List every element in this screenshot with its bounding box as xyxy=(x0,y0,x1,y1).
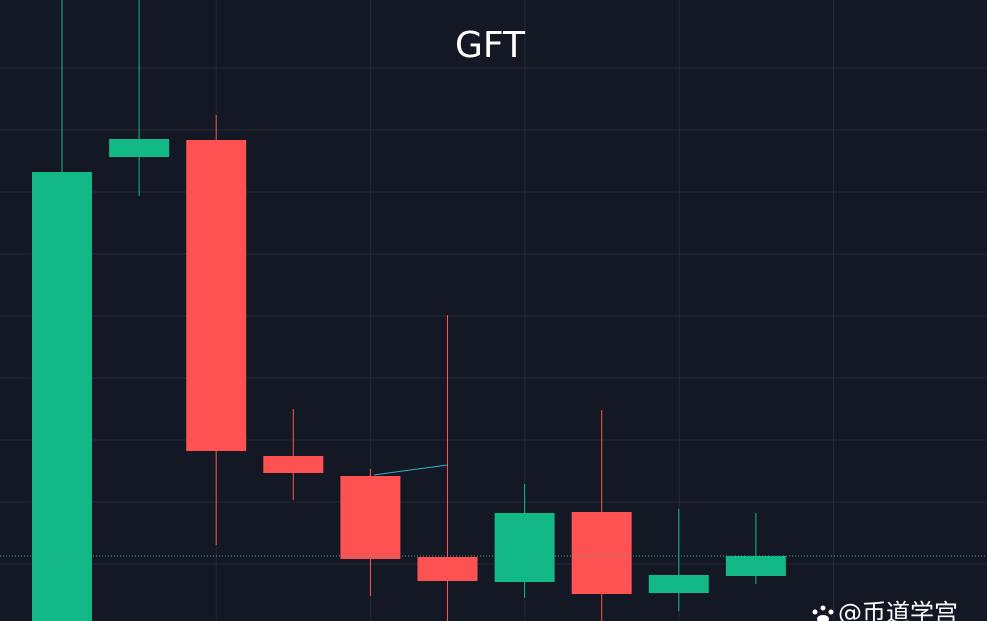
candle-body xyxy=(571,512,632,594)
candle-body xyxy=(32,172,92,621)
watermark: @币道学宫 xyxy=(838,599,958,621)
chart-title: GFT xyxy=(455,25,526,66)
candle-body xyxy=(186,140,247,451)
candle-body xyxy=(340,476,401,559)
candle-body xyxy=(648,575,709,593)
candle-body xyxy=(263,456,324,473)
indicator-line xyxy=(373,464,449,476)
candles xyxy=(32,0,786,621)
candle-body xyxy=(725,556,786,576)
candle-body xyxy=(417,557,478,581)
candle-body xyxy=(494,513,555,582)
watermark-icon xyxy=(812,605,834,621)
candle-body xyxy=(109,139,170,157)
